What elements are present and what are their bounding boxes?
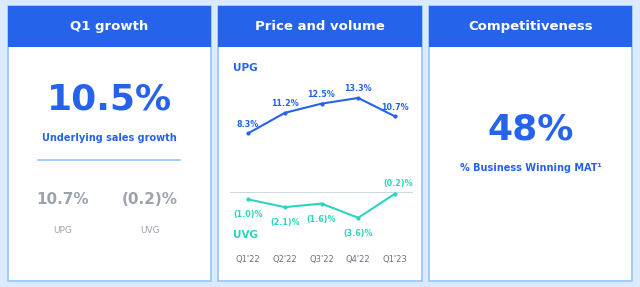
FancyBboxPatch shape <box>429 6 632 281</box>
Text: 10.5%: 10.5% <box>47 82 172 117</box>
Text: 8.3%: 8.3% <box>237 120 259 129</box>
Text: (1.6)%: (1.6)% <box>307 215 336 224</box>
Text: UVG: UVG <box>234 230 259 241</box>
Text: 12.5%: 12.5% <box>308 90 335 99</box>
Text: UPG: UPG <box>53 226 72 235</box>
FancyBboxPatch shape <box>218 6 422 281</box>
Text: 10.7%: 10.7% <box>381 102 409 112</box>
FancyBboxPatch shape <box>8 6 211 46</box>
Text: Competitiveness: Competitiveness <box>468 20 593 33</box>
Text: Underlying sales growth: Underlying sales growth <box>42 133 177 143</box>
Text: (2.1)%: (2.1)% <box>270 218 300 227</box>
Text: % Business Winning MAT¹: % Business Winning MAT¹ <box>460 163 602 173</box>
FancyBboxPatch shape <box>429 6 632 46</box>
FancyBboxPatch shape <box>218 6 422 46</box>
Text: (0.2)%: (0.2)% <box>383 179 413 188</box>
Text: (0.2)%: (0.2)% <box>122 193 178 208</box>
Text: 48%: 48% <box>488 113 574 147</box>
Text: (1.0)%: (1.0)% <box>233 210 263 220</box>
Text: UVG: UVG <box>140 226 159 235</box>
FancyBboxPatch shape <box>8 6 211 281</box>
Text: Q1 growth: Q1 growth <box>70 20 148 33</box>
Text: UPG: UPG <box>234 63 258 73</box>
Text: Price and volume: Price and volume <box>255 20 385 33</box>
Text: (3.6)%: (3.6)% <box>344 229 373 238</box>
Text: 11.2%: 11.2% <box>271 99 299 108</box>
Text: 13.3%: 13.3% <box>344 84 372 93</box>
Text: 10.7%: 10.7% <box>36 193 89 208</box>
